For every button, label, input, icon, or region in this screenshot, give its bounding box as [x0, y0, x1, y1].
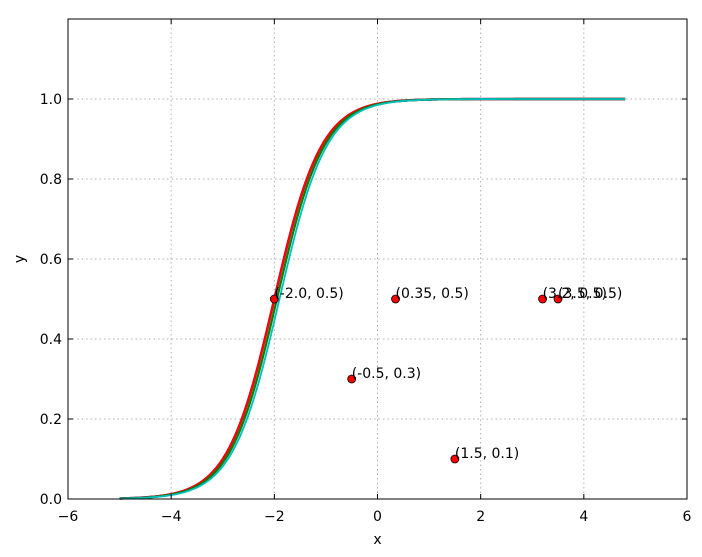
- data-point: [450, 454, 460, 464]
- data-point: [538, 294, 547, 304]
- point-annotation: (3.5, 0.5): [558, 286, 622, 302]
- y-tick-label: 0.6: [40, 252, 62, 268]
- x-tick-label: 2: [476, 509, 485, 525]
- point-annotations: (-2.0, 0.5) (0.35, 0.5) (-0.5, 0.3) (1.5, 0…: [274, 286, 622, 462]
- y-tick-label: 0.2: [40, 412, 62, 428]
- data-point: [269, 294, 279, 304]
- data-points: [269, 294, 563, 464]
- point-annotation: (3.2, 0.5): [543, 286, 607, 302]
- point-annotation: (1.5, 0.1): [455, 446, 519, 462]
- x-tick-label: 0: [373, 509, 382, 525]
- y-tick-label: 0.4: [40, 332, 62, 348]
- y-tick-label: 0.8: [40, 172, 62, 188]
- point-annotation: (0.35, 0.5): [396, 286, 469, 302]
- x-axis-label: x: [373, 532, 381, 548]
- data-point: [553, 294, 563, 304]
- data-point: [391, 294, 400, 304]
- data-point: [347, 374, 357, 384]
- y-tick-label: 1.0: [40, 92, 62, 108]
- x-tick-label: 6: [683, 509, 692, 525]
- y-axis-label: y: [12, 255, 28, 263]
- x-tick-label: −4: [161, 509, 182, 525]
- grid: [68, 19, 687, 499]
- point-annotation: (-2.0, 0.5): [274, 286, 343, 302]
- point-annotation: (-0.5, 0.3): [352, 366, 421, 382]
- axis-ticks: −6 −4 −2 0 2 4 6 0.0 0.2 0.4 0.6 0.8 1.0: [40, 19, 692, 525]
- curve-line-4: [119, 98, 626, 500]
- y-tick-label: 0.0: [40, 492, 62, 508]
- x-tick-label: −2: [264, 509, 285, 525]
- x-tick-label: 4: [579, 509, 588, 525]
- curves: [119, 97, 626, 500]
- x-tick-label: −6: [58, 509, 79, 525]
